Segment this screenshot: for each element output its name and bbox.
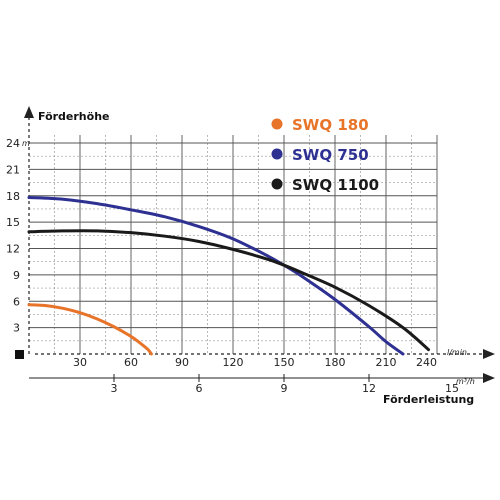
y-tick-label: 24 xyxy=(6,137,20,150)
x-axis-unit-primary: l/min xyxy=(447,348,467,357)
x2-tick-label: 3 xyxy=(111,382,118,395)
x-tick-label: 210 xyxy=(376,356,397,369)
x-axis-unit-secondary: m³/h xyxy=(456,377,475,386)
x-tick-label: 90 xyxy=(175,356,189,369)
y-tick-label: 18 xyxy=(6,190,20,203)
x-axis-title: Förderleistung xyxy=(383,393,474,406)
x-tick-label: 30 xyxy=(73,356,87,369)
x2-tick-label: 9 xyxy=(281,382,288,395)
x2-tick-label: 6 xyxy=(196,382,203,395)
legend-label-swq-750: SWQ 750 xyxy=(292,146,369,164)
y-tick-label: 9 xyxy=(13,269,20,282)
legend-label-swq-180: SWQ 180 xyxy=(292,116,369,134)
x-tick-label: 180 xyxy=(325,356,346,369)
x-tick-label: 240 xyxy=(416,356,437,369)
chart-legend: SWQ 180 SWQ 750 SWQ 1100 xyxy=(271,116,379,194)
chart-series xyxy=(27,196,430,356)
y-tick-label: 21 xyxy=(6,163,20,176)
x-axis-arrow-icon xyxy=(483,349,495,359)
origin-marker-icon xyxy=(15,350,24,359)
y-axis-arrow-icon xyxy=(24,106,34,118)
chart-axes xyxy=(15,106,495,383)
series-line-swq-180 xyxy=(27,303,153,356)
legend-label-swq-1100: SWQ 1100 xyxy=(292,176,379,194)
series-line-swq-1100 xyxy=(27,229,430,352)
x-tick-label: 60 xyxy=(124,356,138,369)
series-line-swq-750 xyxy=(27,196,405,356)
x-tick-label: 150 xyxy=(274,356,295,369)
chart-labels: Förderhöhe m l/min m³/h Förderleistung 3… xyxy=(6,110,475,406)
chart-grid xyxy=(29,135,438,354)
y-tick-label: 3 xyxy=(13,322,20,335)
x-tick-label: 120 xyxy=(223,356,244,369)
y-axis-title: Förderhöhe xyxy=(38,110,110,123)
legend-marker-swq-750 xyxy=(271,148,283,160)
legend-marker-swq-180 xyxy=(271,118,283,130)
x2-tick-label: 15 xyxy=(445,382,459,395)
y-axis-unit: m xyxy=(22,139,30,148)
y-tick-label: 12 xyxy=(6,243,20,256)
x2-tick-label: 12 xyxy=(362,382,376,395)
x2-axis-arrow-icon xyxy=(483,373,495,383)
y-tick-label: 15 xyxy=(6,216,20,229)
legend-marker-swq-1100 xyxy=(271,178,283,190)
y-tick-label: 6 xyxy=(13,295,20,308)
